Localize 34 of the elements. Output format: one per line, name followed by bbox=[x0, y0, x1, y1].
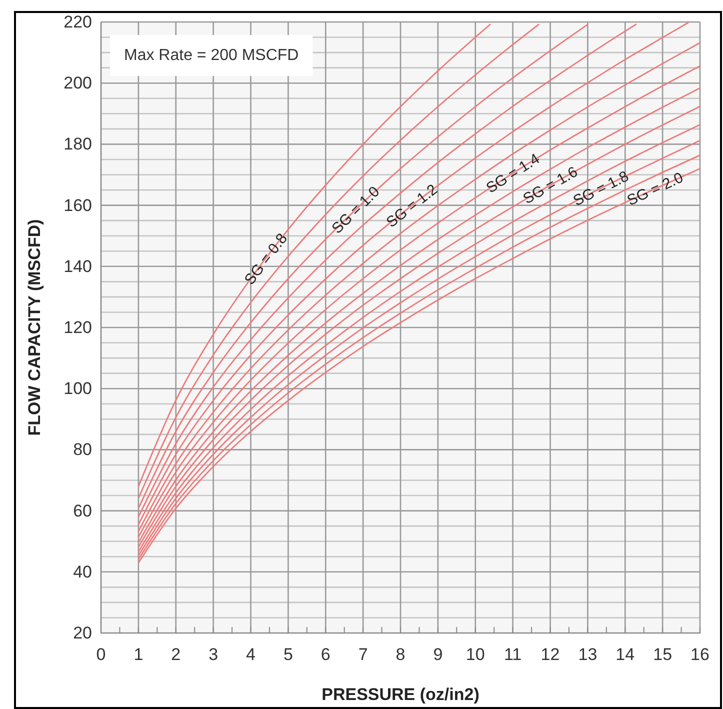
x-tick-label: 4 bbox=[246, 645, 256, 664]
x-tick-label: 14 bbox=[616, 645, 635, 664]
x-tick-label: 3 bbox=[208, 645, 218, 664]
x-tick-label: 13 bbox=[578, 645, 598, 664]
y-axis-title: FLOW CAPACITY (MSCFD) bbox=[25, 219, 44, 436]
x-tick-label: 15 bbox=[653, 645, 672, 664]
x-tick-label: 12 bbox=[540, 645, 560, 664]
x-tick-label: 0 bbox=[96, 645, 106, 664]
y-tick-label: 40 bbox=[73, 562, 92, 582]
y-tick-label: 100 bbox=[64, 379, 92, 398]
y-tick-label: 180 bbox=[64, 134, 92, 154]
x-tick-label: 1 bbox=[134, 645, 144, 664]
y-tick-label: 200 bbox=[64, 74, 92, 93]
x-tick-label: 11 bbox=[504, 645, 522, 664]
x-tick-label: 5 bbox=[283, 645, 293, 664]
text: SG = 0.8 bbox=[241, 230, 291, 288]
x-tick-label: 16 bbox=[690, 645, 710, 664]
y-tick-label: 20 bbox=[73, 623, 92, 642]
x-tick-label: 6 bbox=[320, 645, 330, 664]
y-tick-label: 220 bbox=[64, 12, 92, 32]
x-tick-label: 10 bbox=[466, 645, 485, 664]
y-tick-label: 60 bbox=[73, 501, 92, 520]
y-tick-label: 80 bbox=[73, 440, 92, 460]
y-tick-label: 140 bbox=[64, 256, 92, 276]
annotation: Max Rate = 200 MSCFD bbox=[124, 47, 299, 64]
x-tick-label: 9 bbox=[433, 645, 443, 664]
y-tick-label: 120 bbox=[64, 318, 92, 337]
y-tick-label: 160 bbox=[64, 196, 92, 215]
x-axis-title: PRESSURE (oz/in2) bbox=[322, 685, 480, 704]
x-tick-label: 8 bbox=[396, 645, 406, 664]
x-tick-label: 7 bbox=[358, 645, 368, 664]
text: SG = 1.2 bbox=[383, 181, 441, 232]
text: SG = 1.0 bbox=[328, 183, 384, 238]
x-tick-label: 2 bbox=[171, 645, 181, 664]
